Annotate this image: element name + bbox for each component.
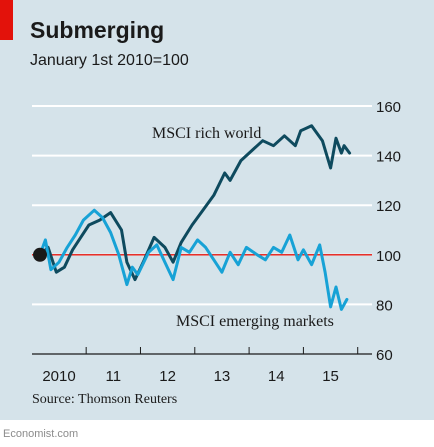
chart-subtitle: January 1st 2010=100 (30, 52, 189, 69)
accent-bar (0, 0, 13, 40)
y-tick-label-60: 60 (376, 347, 393, 364)
y-tick-label-80: 80 (376, 297, 393, 314)
x-tick-label-11: 11 (106, 368, 122, 385)
y-tick-label-140: 140 (376, 149, 401, 166)
brand-footer: Economist.com (3, 428, 79, 440)
y-tick-labels: 60 80 100 120 140 160 (376, 99, 401, 364)
x-tick-label-13: 13 (214, 368, 231, 385)
x-tick-label-12: 12 (159, 368, 176, 385)
x-tick-label-2010: 2010 (42, 368, 75, 385)
x-axis: 2010 11 12 13 14 15 (32, 347, 372, 385)
series-label-emerging-markets: MSCI emerging markets (176, 313, 334, 330)
x-tick-label-14: 14 (268, 368, 285, 385)
y-tick-label-100: 100 (376, 248, 401, 265)
footer-strip (0, 420, 434, 447)
series-label-rich-world: MSCI rich world (152, 125, 261, 142)
y-tick-label-120: 120 (376, 198, 401, 215)
series-line-rich-world (38, 124, 352, 282)
series-line-emerging-markets (38, 208, 349, 311)
start-point-marker (33, 247, 47, 262)
source-note: Source: Thomson Reuters (32, 392, 178, 407)
y-tick-label-160: 160 (376, 99, 401, 116)
series-layer (33, 124, 352, 311)
series-labels: MSCI rich world MSCI emerging markets (152, 125, 334, 330)
chart-title: Submerging (30, 17, 165, 43)
x-tick-label-15: 15 (322, 368, 339, 385)
